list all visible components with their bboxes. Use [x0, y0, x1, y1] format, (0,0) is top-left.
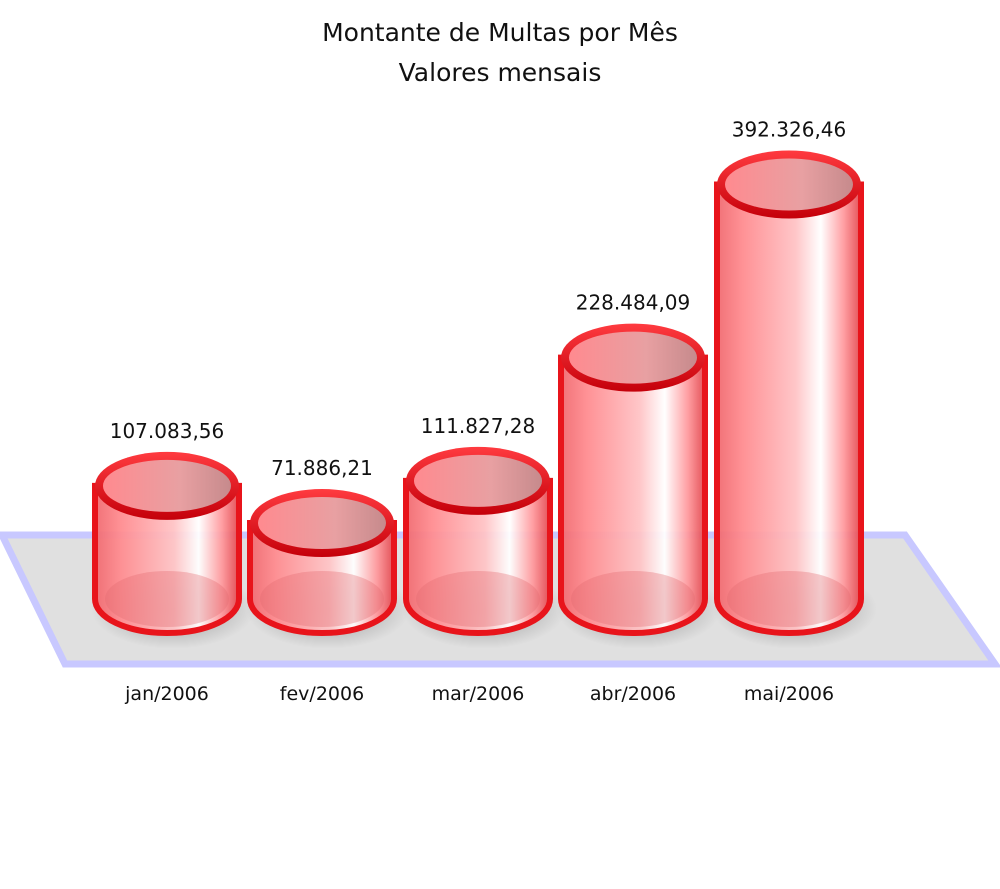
category-label: mai/2006	[744, 683, 834, 705]
value-label: 111.827,28	[421, 414, 536, 438]
bar-outline	[403, 477, 553, 636]
chart-title: Montante de Multas por Mês	[322, 18, 678, 47]
value-label: 71.886,21	[271, 456, 373, 480]
bar-outline	[247, 520, 397, 636]
bar-top-cap	[414, 454, 542, 507]
chart-subtitle: Valores mensais	[398, 58, 602, 87]
bar-body	[717, 184, 861, 633]
bar-bottom	[105, 571, 229, 627]
bar-outline	[714, 181, 864, 636]
bar-top-cap	[103, 459, 231, 512]
bar-body	[561, 357, 705, 633]
bar-bottom	[260, 571, 384, 627]
category-label: fev/2006	[280, 683, 364, 705]
bar-cylinder-1	[246, 489, 410, 649]
bar-cylinder-0	[91, 451, 255, 649]
bar-cylinder-4	[713, 150, 877, 649]
value-label: 107.083,56	[110, 419, 225, 443]
bar-body	[95, 485, 239, 633]
bar-bottom	[571, 571, 695, 627]
bar-outline	[92, 482, 242, 636]
bar-bottom	[727, 571, 851, 627]
bar-top-cap	[569, 331, 697, 384]
bar-cylinder-3	[557, 323, 721, 649]
bar-top-cap	[258, 497, 386, 550]
category-label: jan/2006	[124, 683, 209, 705]
category-label: abr/2006	[590, 683, 676, 705]
category-label: mar/2006	[432, 683, 525, 705]
value-label: 392.326,46	[732, 118, 847, 142]
bar-outline	[558, 354, 708, 636]
value-label: 228.484,09	[576, 291, 691, 315]
bar-bottom	[416, 571, 540, 627]
bar-top-cap	[725, 158, 853, 211]
bar-cylinder-2	[402, 446, 566, 649]
bar-body	[406, 480, 550, 633]
